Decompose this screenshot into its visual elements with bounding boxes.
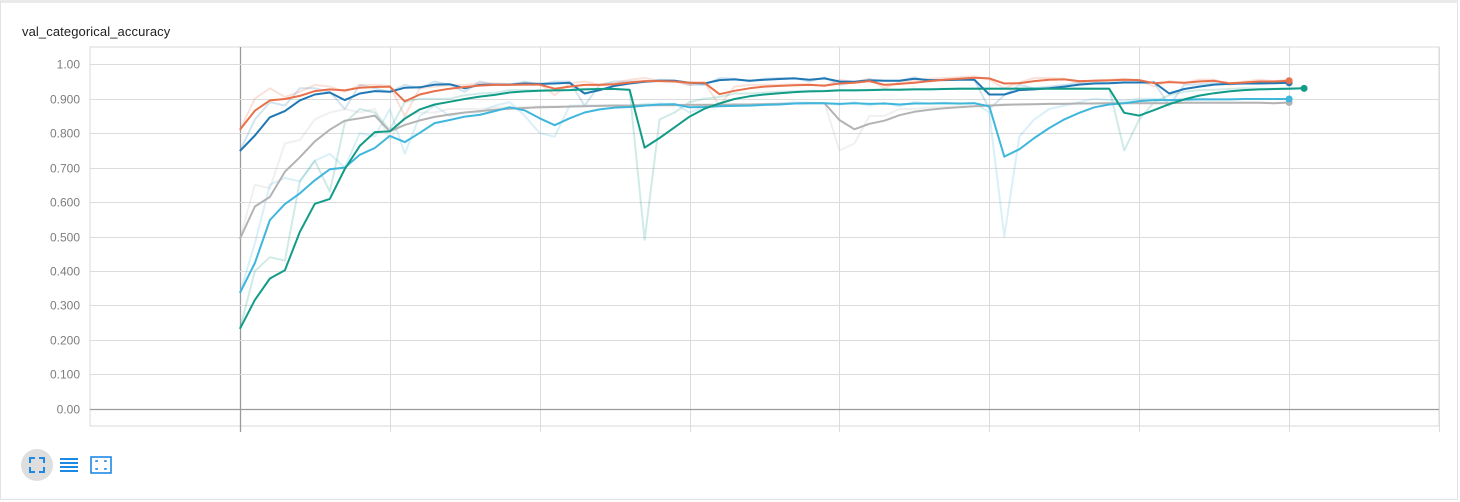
fit-domain-icon — [29, 457, 45, 473]
y-tick-label: 0.300 — [50, 299, 80, 313]
series-line — [239, 77, 1290, 152]
y-tick-label: 0.500 — [50, 231, 80, 245]
fit-to-view-button[interactable] — [85, 449, 117, 481]
chart-grid — [89, 46, 1440, 432]
series-end-point — [1285, 77, 1293, 85]
y-tick-label: 0.400 — [50, 265, 80, 279]
series-line — [239, 87, 1305, 330]
chart-series — [238, 75, 1308, 330]
y-axis-ticks: 1.00 0.900 0.800 0.700 0.600 0.500 0.400 0.300 0… — [50, 58, 80, 417]
series-raw-line — [238, 87, 1305, 330]
fit-to-view-icon — [90, 456, 112, 474]
y-tick-label: 0.700 — [50, 162, 80, 176]
series-end-point — [1285, 95, 1293, 103]
y-tick-label: 0.100 — [50, 368, 80, 382]
series-line — [238, 101, 1290, 240]
y-tick-label: 0.600 — [50, 196, 80, 210]
series-line — [239, 76, 1290, 131]
fit-domain-button[interactable] — [21, 449, 53, 481]
series-raw-line — [238, 101, 1290, 240]
chart-toolbar — [21, 449, 117, 481]
y-tick-label: 1.00 — [57, 58, 81, 72]
y-tick-label: 0.900 — [50, 93, 80, 107]
toggle-log-scale-button[interactable] — [53, 449, 85, 481]
y-tick-label: 0.800 — [50, 127, 80, 141]
y-tick-label: 0.00 — [57, 403, 81, 417]
y-tick-label: 0.200 — [50, 334, 80, 348]
series-line — [239, 98, 1290, 294]
toggle-log-scale-icon — [60, 458, 78, 472]
line-chart[interactable]: 1.00 0.900 0.800 0.700 0.600 0.500 0.400 0.300 0… — [0, 0, 1460, 440]
chart-title: val_categorical_accuracy — [22, 24, 171, 39]
series-end-point — [1300, 84, 1308, 92]
